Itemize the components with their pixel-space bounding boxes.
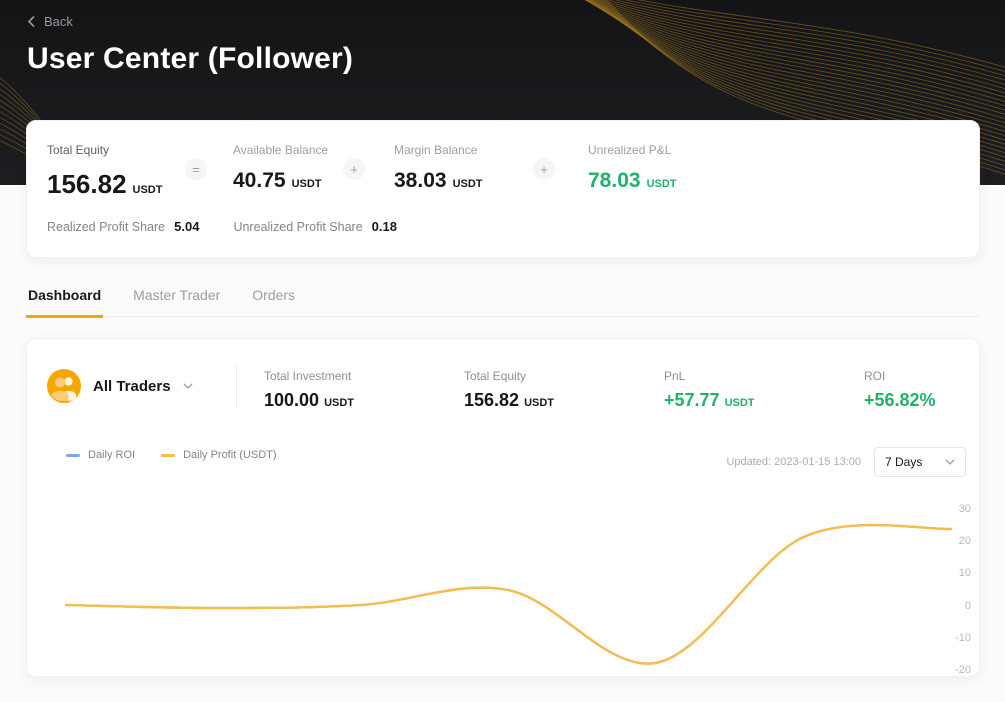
stat-value: 156.82: [47, 169, 127, 199]
unrealized-profit-share: Unrealized Profit Share 0.18: [233, 219, 397, 234]
profit-share-value: 0.18: [371, 219, 397, 234]
legend-label: Daily Profit (USDT): [183, 449, 277, 461]
stat-available-balance: Available Balance 40.75 USDT: [233, 143, 328, 193]
stat-unit: USDT: [452, 178, 483, 190]
range-select[interactable]: 7 Days: [874, 447, 966, 477]
people-avatar-icon: [47, 369, 81, 403]
stat-margin-balance: Margin Balance 38.03 USDT: [394, 143, 483, 193]
profit-share-value: 5.04: [174, 219, 200, 234]
equity-summary-card: Total Equity 156.82 USDT = Available Bal…: [26, 120, 980, 258]
chevron-down-icon: [945, 459, 955, 465]
y-axis-tick: 10: [958, 567, 971, 579]
y-axis-tick: -20: [955, 664, 971, 676]
profit-chart[interactable]: 30 20 10 0 -10 -20: [27, 499, 981, 678]
metric-total-investment: Total Investment 100.00 USDT: [264, 369, 354, 411]
all-traders-dropdown[interactable]: All Traders: [47, 369, 193, 403]
metric-label: Total Investment: [264, 369, 352, 383]
operator-plus-icon: +: [343, 158, 365, 180]
tab-bar: Dashboard Master Trader Orders: [26, 283, 980, 318]
updated-timestamp: Updated: 2023-01-15 13:00: [726, 456, 861, 468]
stat-value: 38.03: [394, 169, 447, 192]
metric-value: 156.82: [464, 390, 520, 410]
metric-total-equity: Total Equity 156.82 USDT: [464, 369, 554, 411]
range-select-value: 7 Days: [885, 455, 923, 469]
chevron-down-icon: [183, 383, 193, 389]
operator-plus-icon: +: [533, 158, 555, 180]
realized-profit-share: Realized Profit Share 5.04: [47, 219, 199, 234]
stat-unit: USDT: [646, 178, 677, 190]
back-button[interactable]: Back: [27, 14, 73, 29]
stat-label: Total Equity: [47, 143, 110, 157]
stat-unit: USDT: [132, 184, 163, 196]
vertical-divider: [236, 363, 237, 409]
metric-value: 100.00: [264, 390, 320, 410]
metric-label: Total Equity: [464, 369, 527, 383]
y-axis-tick: 0: [964, 600, 971, 612]
stat-value: 78.03: [588, 169, 641, 192]
profit-chart-svg: [64, 523, 953, 665]
legend-daily-profit: Daily Profit (USDT): [161, 449, 277, 461]
operator-equals-icon: =: [185, 158, 207, 180]
y-axis-tick: 30: [958, 503, 971, 515]
stat-unrealized-pnl: Unrealized P&L 78.03 USDT: [588, 143, 677, 193]
chart-legend: Daily ROI Daily Profit (USDT): [66, 449, 277, 461]
back-label: Back: [44, 14, 73, 29]
stat-label: Available Balance: [233, 143, 329, 157]
page-title: User Center (Follower): [27, 42, 354, 75]
metric-roi: ROI +56.82%: [864, 369, 941, 411]
stat-value: 40.75: [233, 169, 286, 192]
legend-daily-roi: Daily ROI: [66, 449, 135, 461]
stat-total-equity: Total Equity 156.82 USDT: [47, 143, 162, 200]
gold-wave-decoration: [0, 0, 1005, 185]
y-axis-tick: 20: [958, 535, 971, 547]
metric-pnl: PnL +57.77 USDT: [664, 369, 755, 411]
stat-label: Margin Balance: [394, 143, 478, 157]
metric-label: PnL: [664, 369, 686, 383]
tab-orders[interactable]: Orders: [252, 287, 296, 303]
metric-value: +56.82%: [864, 390, 936, 410]
y-axis-tick: -10: [955, 632, 971, 644]
legend-label: Daily ROI: [88, 449, 136, 461]
all-traders-label: All Traders: [93, 377, 171, 395]
metric-label: ROI: [864, 369, 886, 383]
profit-share-label: Unrealized Profit Share: [233, 220, 363, 234]
profit-share-row: Realized Profit Share 5.04 Unrealized Pr…: [47, 219, 397, 234]
metric-unit: USDT: [324, 397, 355, 409]
stat-unit: USDT: [291, 178, 322, 190]
legend-profit-swatch: [161, 453, 176, 457]
dashboard-card: All Traders Total Investment 100.00 USDT…: [26, 338, 980, 677]
stat-label: Unrealized P&L: [588, 143, 672, 157]
legend-roi-swatch: [66, 453, 80, 457]
profit-share-label: Realized Profit Share: [47, 220, 166, 234]
tab-master-trader[interactable]: Master Trader: [133, 287, 221, 303]
metric-unit: USDT: [524, 397, 555, 409]
chevron-left-icon: [27, 15, 35, 28]
tab-dashboard[interactable]: Dashboard: [26, 283, 104, 318]
metric-value: +57.77: [664, 390, 720, 410]
metric-unit: USDT: [724, 397, 755, 409]
